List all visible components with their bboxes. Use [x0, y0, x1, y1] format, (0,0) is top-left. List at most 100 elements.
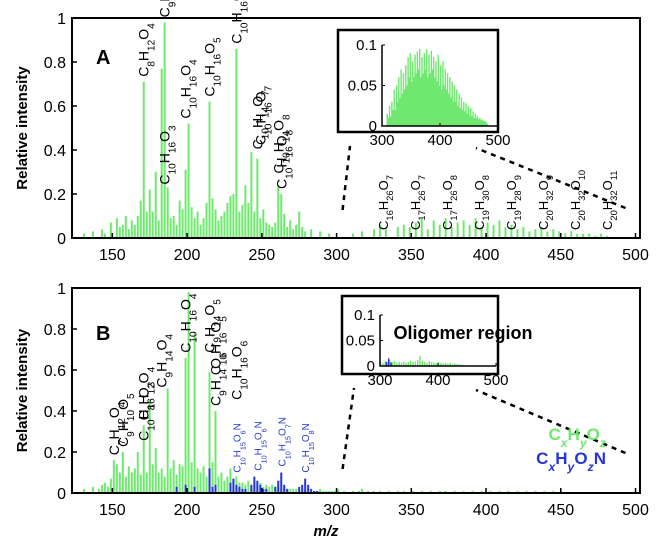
bar	[387, 490, 390, 493]
bar	[193, 333, 196, 493]
formula-part: 12	[146, 383, 157, 395]
inset-x-tick-label: 500	[483, 372, 508, 389]
bar	[319, 231, 322, 238]
bar	[271, 227, 274, 238]
bar	[148, 398, 151, 493]
formula-part: C	[157, 7, 173, 17]
inset-bar	[410, 360, 412, 366]
bar	[190, 207, 193, 238]
formula-part: O	[178, 65, 194, 76]
formula-part: C	[273, 179, 289, 189]
inset-bar	[428, 54, 430, 126]
nitrogen-peak-label: C10H15O7N	[277, 417, 292, 466]
formula-part: H	[270, 142, 286, 152]
bar	[504, 227, 507, 238]
formula-part: C	[136, 431, 152, 441]
formula-part: 32	[545, 190, 555, 200]
formula-part: 4	[146, 23, 157, 29]
formula-part: O	[154, 340, 170, 351]
bar	[211, 462, 214, 493]
bar	[456, 222, 459, 238]
plot-frame	[71, 287, 641, 494]
formula-part: 10	[577, 170, 587, 180]
bar	[486, 222, 489, 238]
bar	[307, 484, 310, 493]
formula-part: z	[599, 436, 607, 450]
inset-bar	[417, 69, 420, 126]
bar	[184, 169, 187, 238]
bar	[378, 490, 381, 493]
formula-part: 12	[146, 39, 157, 51]
bar	[462, 220, 465, 238]
x-tick-label: 350	[398, 247, 425, 264]
inset-bar	[468, 115, 471, 126]
formula-part: C	[440, 221, 455, 230]
inset-bar	[403, 89, 406, 126]
bar	[124, 216, 127, 238]
inset-bar	[414, 361, 417, 366]
bar	[199, 472, 202, 493]
peak-label: C8H12O4	[136, 366, 158, 420]
inset-bar	[417, 359, 419, 366]
bar	[121, 224, 124, 238]
bar	[600, 233, 603, 238]
bar	[328, 233, 331, 238]
inset-bar	[419, 355, 421, 366]
inset-y-tick-label: 0.05	[346, 333, 375, 350]
y-tick-label: 0.8	[44, 322, 66, 339]
formula-part: O	[376, 180, 391, 190]
bar	[130, 472, 133, 493]
formula-part: C	[178, 343, 194, 353]
nitrogen-peak-label: C10H15O6N	[253, 421, 268, 470]
formula-part: 16	[385, 210, 395, 220]
formula-part: C	[253, 463, 264, 470]
bar	[184, 484, 187, 493]
formula-part: N	[594, 449, 606, 468]
formula-part: 9	[513, 175, 523, 180]
formula-part: O	[115, 399, 131, 410]
formula-part: 10	[239, 378, 250, 390]
inset-bar	[441, 89, 443, 126]
bar	[372, 490, 375, 493]
formula-part: 10	[125, 410, 136, 422]
formula-part: C	[472, 221, 487, 230]
y-tick-label: 0.4	[44, 143, 66, 160]
formula-part: 17	[449, 210, 459, 220]
bar	[169, 468, 172, 493]
x-tick-label: 300	[323, 247, 350, 264]
formula-part: y	[579, 436, 588, 450]
inset-bar	[431, 69, 434, 126]
bar	[178, 464, 181, 493]
oligomer-peak-label: C19H30O8	[472, 175, 491, 230]
bar	[181, 209, 184, 238]
bar	[187, 123, 190, 238]
bar	[262, 209, 265, 238]
formula-part: 16	[263, 102, 274, 114]
formula-part: 5	[218, 316, 229, 322]
formula-part: C	[277, 459, 288, 466]
inset-bar	[454, 363, 456, 366]
bar	[301, 484, 304, 493]
inset-bar	[382, 362, 384, 366]
x-tick-label: 400	[473, 502, 500, 519]
inset-bar	[429, 73, 431, 126]
formula-part: H	[568, 425, 580, 444]
bar	[115, 464, 118, 493]
formula-part: H	[253, 448, 264, 455]
inset-bar	[391, 101, 393, 126]
bar	[292, 229, 295, 238]
formula-part: 9	[125, 431, 136, 437]
formula-part: 9	[218, 390, 229, 396]
bar	[438, 224, 441, 238]
inset-bar	[393, 360, 396, 366]
bar	[480, 227, 483, 238]
formula-part: O	[472, 180, 487, 190]
bar	[133, 224, 136, 238]
formula-part: O	[136, 372, 152, 383]
formula-part: O	[408, 180, 423, 190]
bar	[247, 202, 250, 238]
inset-bar	[464, 111, 466, 126]
inset-bar	[414, 54, 416, 126]
bar	[588, 233, 591, 238]
bar	[408, 227, 411, 238]
